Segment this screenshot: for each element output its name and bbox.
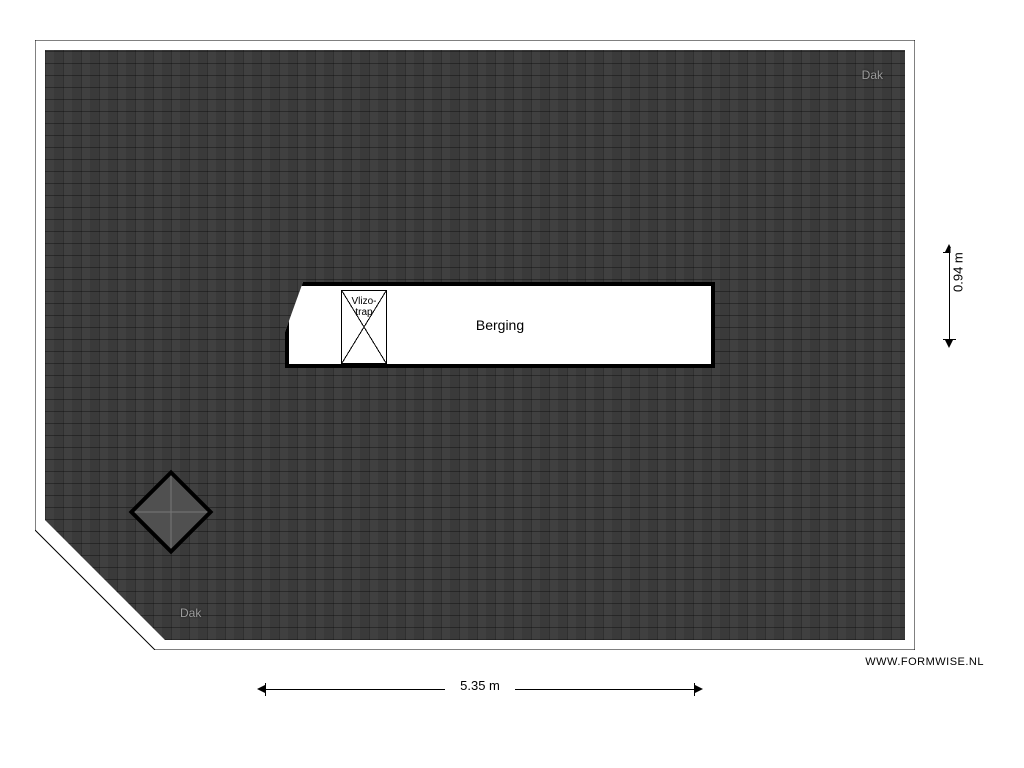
room-berging: Vlizo-trap Berging xyxy=(285,282,715,368)
watermark: WWW.FORMWISE.NL xyxy=(865,656,984,668)
berging-label: Berging xyxy=(476,317,524,333)
roof-area: Dak Dak Vlizo-trap Berging xyxy=(45,50,905,640)
floorplan-canvas: Dak Dak Vlizo-trap Berging xyxy=(35,40,915,650)
roof-label-top-right: Dak xyxy=(862,68,883,82)
vlizotrap-label: Vlizo-trap xyxy=(343,296,385,318)
dimension-height: 0.94 m xyxy=(940,252,960,340)
dimension-height-label: 0.94 m xyxy=(951,248,966,296)
roof-label-bottom-left: Dak xyxy=(180,606,201,620)
dimension-width: 5.35 m xyxy=(265,680,695,700)
skylight xyxy=(129,470,214,555)
dimension-width-label: 5.35 m xyxy=(445,678,515,693)
